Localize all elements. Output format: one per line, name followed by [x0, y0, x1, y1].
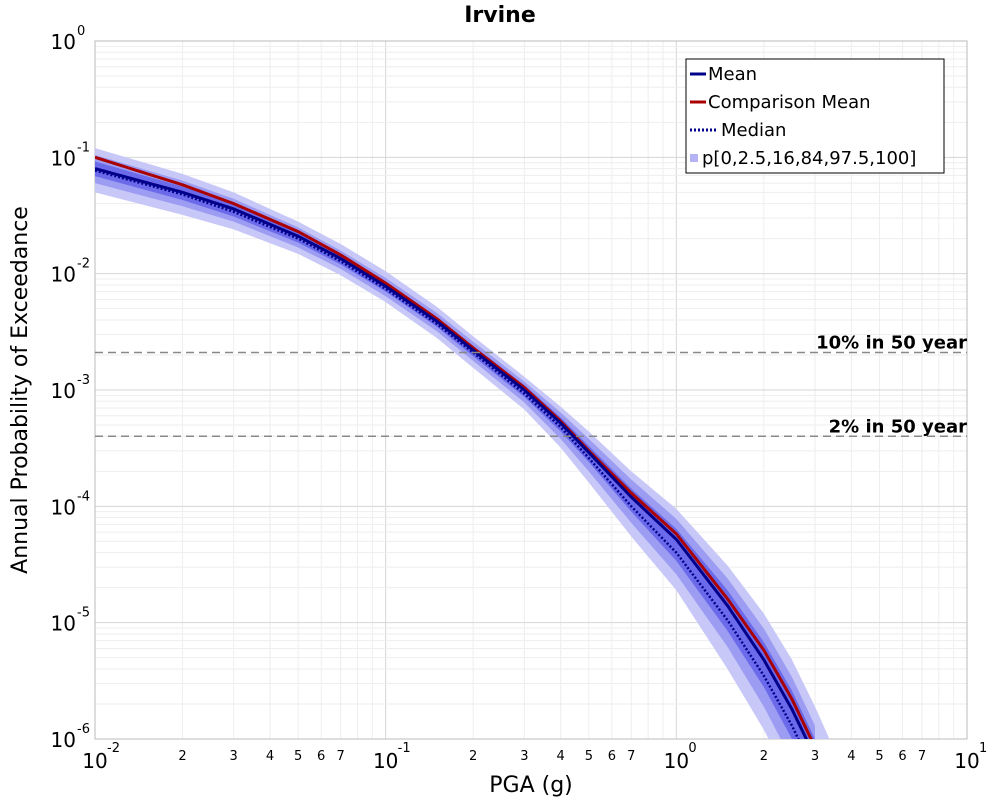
series-line-comparison-mean	[95, 155, 813, 739]
percentile-bands	[95, 148, 835, 739]
x-minor-tick-label: 6	[898, 749, 906, 764]
y-tick-label: 10	[51, 612, 76, 636]
x-minor-tick-label: 3	[811, 749, 819, 764]
y-tick-exponent: -2	[77, 257, 90, 272]
y-tick-label: 10	[51, 728, 76, 752]
x-minor-tick-label: 6	[317, 749, 325, 764]
legend-label: Comparison Mean	[708, 92, 871, 113]
x-minor-tick-label: 2	[760, 749, 768, 764]
percentile-band-0	[95, 148, 835, 739]
y-tick-exponent: -5	[77, 606, 90, 621]
x-tick-label: 10	[373, 749, 398, 773]
grid	[94, 41, 967, 740]
x-tick-exponent: -1	[398, 741, 411, 756]
y-tick-exponent: -3	[77, 373, 90, 388]
reference-line-label-1: 2% in 50 year	[829, 416, 967, 437]
x-tick-exponent: 0	[688, 741, 696, 756]
y-tick-label: 10	[51, 30, 76, 54]
legend-box	[685, 58, 945, 174]
y-tick-label: 10	[51, 146, 76, 170]
y-tick-label: 10	[51, 379, 76, 403]
x-minor-tick-label: 5	[294, 749, 302, 764]
y-tick-exponent: -4	[77, 489, 90, 504]
legend-label: Median	[721, 120, 786, 141]
plot-area	[94, 40, 968, 740]
legend-label: Mean	[708, 64, 757, 85]
x-minor-tick-label: 7	[918, 749, 926, 764]
legend-label: p[0,2.5,16,84,97.5,100]	[702, 148, 916, 169]
x-minor-tick-label: 5	[875, 749, 883, 764]
x-minor-tick-label: 7	[337, 749, 345, 764]
x-minor-tick-label: 7	[627, 749, 635, 764]
x-minor-tick-label: 4	[266, 749, 274, 764]
y-axis-label: Annual Probability of Exceedance	[8, 206, 33, 574]
reference-lines: 10% in 50 year 2% in 50 year	[95, 333, 967, 437]
x-axis-label: PGA (g)	[489, 773, 573, 798]
x-tick-label: 10	[954, 749, 979, 773]
legend: Mean Comparison Mean Median p[0,2.5,16,84,9…	[685, 58, 945, 174]
percentile-band-1	[95, 154, 816, 739]
y-tick-label: 10	[51, 263, 76, 287]
x-minor-tick-label: 2	[469, 749, 477, 764]
x-tick-label: 10	[664, 749, 689, 773]
reference-line-label-0: 10% in 50 year	[816, 333, 967, 354]
series-lines	[95, 155, 813, 739]
y-tick-exponent: 0	[77, 24, 85, 39]
x-minor-tick-label: 3	[230, 749, 238, 764]
x-minor-tick-label: 2	[178, 749, 186, 764]
x-tick-label: 10	[82, 749, 107, 773]
legend-swatch	[690, 154, 698, 162]
series-line-median	[95, 169, 800, 739]
chart-title: Irvine	[464, 3, 536, 28]
x-minor-tick-label: 3	[520, 749, 528, 764]
x-minor-tick-label: 4	[847, 749, 855, 764]
percentile-band-2	[95, 161, 816, 739]
series-line-mean	[95, 167, 808, 739]
x-minor-tick-label: 5	[585, 749, 593, 764]
y-tick-exponent: -6	[77, 722, 90, 737]
x-tick-exponent: -2	[107, 741, 120, 756]
x-tick-exponent: 1	[979, 741, 987, 756]
y-tick-label: 10	[51, 495, 76, 519]
x-minor-tick-label: 4	[557, 749, 565, 764]
x-minor-tick-label: 6	[608, 749, 616, 764]
y-tick-exponent: -1	[77, 140, 90, 155]
